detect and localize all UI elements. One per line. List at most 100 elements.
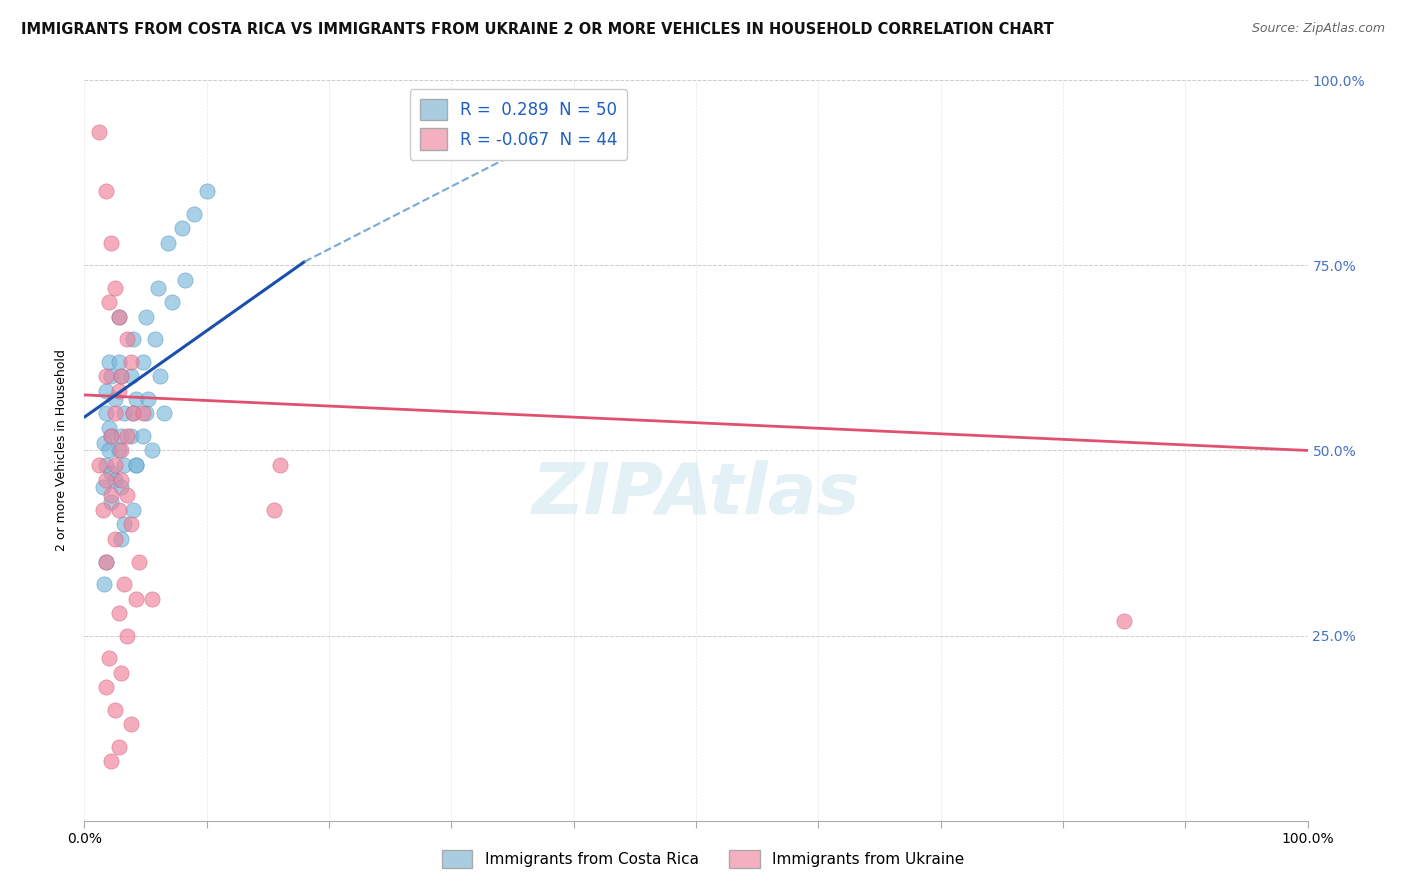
- Point: [87, 125, 110, 139]
- Point: [96, 555, 118, 569]
- Point: [110, 665, 132, 680]
- Y-axis label: 2 or more Vehicles in Household: 2 or more Vehicles in Household: [55, 350, 69, 551]
- Point: [100, 495, 122, 509]
- Point: [110, 480, 132, 494]
- Point: [107, 443, 129, 458]
- Point: [115, 428, 138, 442]
- Point: [96, 184, 118, 198]
- Point: [153, 407, 176, 421]
- Point: [125, 591, 148, 606]
- Point: [87, 458, 110, 473]
- Point: [104, 392, 127, 406]
- Legend: Immigrants from Costa Rica, Immigrants from Ukraine: Immigrants from Costa Rica, Immigrants f…: [436, 844, 970, 873]
- Point: [112, 407, 135, 421]
- Point: [125, 392, 148, 406]
- Point: [100, 236, 122, 251]
- Point: [110, 473, 132, 487]
- Point: [132, 428, 155, 442]
- Point: [107, 310, 129, 325]
- Legend: R =  0.289  N = 50, R = -0.067  N = 44: R = 0.289 N = 50, R = -0.067 N = 44: [411, 88, 627, 160]
- Point: [96, 555, 118, 569]
- Point: [128, 555, 150, 569]
- Point: [172, 221, 194, 235]
- Point: [96, 407, 118, 421]
- Point: [120, 354, 142, 368]
- Point: [91, 480, 114, 494]
- Text: ZIPAtlas: ZIPAtlas: [531, 460, 860, 529]
- Point: [104, 533, 127, 547]
- Point: [104, 280, 127, 294]
- Point: [112, 458, 135, 473]
- Point: [162, 295, 184, 310]
- Point: [107, 384, 129, 399]
- Point: [120, 369, 142, 384]
- Point: [125, 458, 148, 473]
- Point: [122, 332, 145, 346]
- Point: [100, 428, 122, 442]
- Point: [122, 407, 145, 421]
- Point: [110, 428, 132, 442]
- Point: [141, 443, 163, 458]
- Point: [107, 310, 129, 325]
- Point: [156, 236, 179, 251]
- Point: [149, 369, 172, 384]
- Point: [132, 354, 155, 368]
- Point: [104, 458, 127, 473]
- Point: [96, 458, 118, 473]
- Point: [112, 517, 135, 532]
- Point: [107, 354, 129, 368]
- Point: [110, 533, 132, 547]
- Point: [100, 369, 122, 384]
- Point: [120, 517, 142, 532]
- Point: [173, 273, 195, 287]
- Point: [125, 458, 148, 473]
- Point: [115, 488, 138, 502]
- Point: [96, 473, 118, 487]
- Point: [107, 739, 129, 754]
- Point: [100, 466, 122, 480]
- Point: [122, 502, 145, 516]
- Point: [143, 332, 166, 346]
- Point: [135, 407, 157, 421]
- Point: [100, 428, 122, 442]
- Point: [110, 369, 132, 384]
- Point: [104, 473, 127, 487]
- Point: [183, 206, 205, 220]
- Point: [135, 310, 157, 325]
- Point: [112, 576, 135, 591]
- Point: [120, 717, 142, 731]
- Point: [136, 392, 159, 406]
- Point: [269, 458, 291, 473]
- Point: [107, 607, 129, 621]
- Point: [100, 488, 122, 502]
- Text: Source: ZipAtlas.com: Source: ZipAtlas.com: [1251, 22, 1385, 36]
- Point: [97, 443, 120, 458]
- Point: [93, 576, 115, 591]
- Point: [97, 354, 120, 368]
- Point: [97, 295, 120, 310]
- Point: [263, 502, 285, 516]
- Point: [110, 443, 132, 458]
- Point: [107, 502, 129, 516]
- Point: [110, 369, 132, 384]
- Point: [146, 280, 169, 294]
- Point: [132, 407, 155, 421]
- Point: [120, 428, 142, 442]
- Point: [115, 332, 138, 346]
- Point: [96, 369, 118, 384]
- Point: [96, 681, 118, 695]
- Point: [100, 755, 122, 769]
- Point: [97, 421, 120, 435]
- Point: [104, 703, 127, 717]
- Point: [122, 407, 145, 421]
- Point: [93, 436, 115, 450]
- Point: [115, 628, 138, 642]
- Point: [91, 502, 114, 516]
- Point: [1114, 614, 1136, 628]
- Point: [195, 184, 218, 198]
- Point: [104, 407, 127, 421]
- Text: IMMIGRANTS FROM COSTA RICA VS IMMIGRANTS FROM UKRAINE 2 OR MORE VEHICLES IN HOUS: IMMIGRANTS FROM COSTA RICA VS IMMIGRANTS…: [21, 22, 1054, 37]
- Point: [96, 384, 118, 399]
- Point: [97, 650, 120, 665]
- Point: [141, 591, 163, 606]
